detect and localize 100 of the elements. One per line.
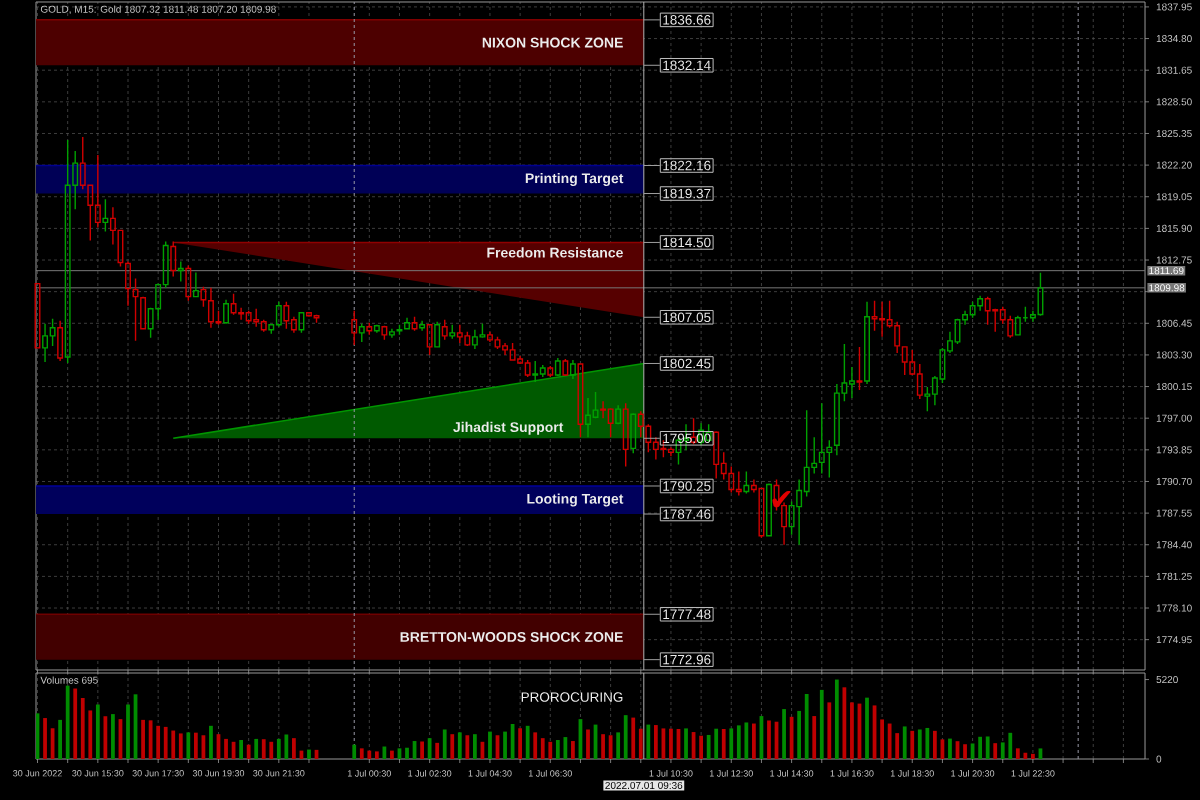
bar — [307, 749, 311, 759]
bar — [488, 731, 492, 759]
series-label: Looting Target — [527, 493, 624, 507]
candlestick — [524, 359, 531, 378]
bar — [148, 720, 153, 759]
candlestick — [848, 366, 855, 399]
candlestick — [177, 260, 184, 283]
bar — [374, 751, 379, 759]
y-tick-label: 1790.70 — [1156, 477, 1192, 486]
series-label: NIXON SHOCK ZONE — [482, 37, 623, 48]
y-tick-label: 1797.00 — [1156, 414, 1192, 422]
bar — [525, 725, 530, 759]
bar — [571, 741, 575, 759]
candlestick — [502, 342, 509, 356]
bar — [473, 734, 477, 759]
annotation: 1807.05 — [663, 312, 711, 323]
y-tick-label: 1787.55 — [1156, 509, 1192, 517]
bar — [292, 738, 296, 759]
candlestick — [381, 325, 388, 341]
bar — [684, 728, 688, 759]
candlestick — [162, 240, 169, 289]
bar — [978, 736, 983, 759]
bar — [963, 744, 967, 759]
x-tick-label: 1 Jul 20:30 — [951, 770, 995, 777]
bar — [669, 728, 673, 759]
bar — [948, 738, 952, 759]
x-tick-label: 1 Jul 00:30 — [347, 770, 391, 777]
candlestick — [743, 470, 750, 495]
candlestick — [419, 320, 426, 332]
bar — [276, 738, 281, 759]
y-tick-label: 1781.25 — [1156, 572, 1192, 580]
x-tick-label: 1 Jul 04:30 — [468, 770, 512, 777]
candlestick — [57, 320, 64, 362]
candlestick — [607, 407, 614, 438]
bar — [209, 725, 213, 759]
bar — [880, 719, 884, 759]
bar — [95, 704, 100, 759]
candlestick — [140, 295, 147, 330]
bar — [729, 728, 734, 759]
bar — [721, 729, 726, 759]
bar — [141, 719, 145, 759]
bar — [601, 734, 605, 759]
bar — [540, 738, 545, 759]
candlestick — [200, 285, 207, 308]
candlestick — [577, 363, 584, 438]
bar — [586, 729, 590, 759]
y-tick-label: 1784.40 — [1156, 541, 1192, 549]
candlestick — [358, 323, 365, 343]
bar — [895, 733, 900, 759]
candlestick — [600, 400, 607, 419]
bar — [457, 732, 462, 759]
candlestick — [449, 324, 456, 340]
bar — [43, 718, 47, 759]
bar — [985, 736, 990, 759]
candlestick — [864, 301, 870, 385]
bar — [269, 741, 274, 759]
bar — [254, 738, 259, 759]
annotation: 1772.96 — [663, 654, 711, 665]
candlestick — [268, 323, 275, 335]
y-tick-label: 0 — [1156, 755, 1162, 763]
bar — [623, 715, 628, 759]
y-tick-label: 1806.45 — [1156, 319, 1192, 327]
bar — [744, 722, 749, 759]
candlestick — [94, 154, 101, 229]
bar — [616, 732, 621, 759]
bar — [782, 709, 786, 759]
bar — [178, 733, 183, 759]
series-label: Jihadist Support — [453, 421, 564, 435]
x-tick-label: 1 Jul 12:30 — [709, 770, 753, 777]
bar — [261, 739, 266, 759]
candlestick — [487, 331, 493, 343]
bar — [887, 723, 892, 759]
candlestick — [667, 446, 674, 458]
annotation: PROROCURING — [521, 692, 623, 702]
candlestick — [585, 397, 591, 438]
bar — [714, 728, 719, 759]
bar — [932, 730, 937, 759]
candlestick — [916, 363, 923, 400]
candlestick — [223, 298, 229, 325]
candlestick — [298, 312, 305, 334]
bar — [910, 730, 915, 759]
candlestick — [615, 404, 622, 425]
ref-line-label: 2022.07.01 09:36 — [605, 781, 683, 789]
candlestick — [132, 277, 139, 342]
candlestick — [592, 391, 599, 419]
bar — [827, 702, 832, 759]
bar — [111, 714, 115, 759]
annotation: 1802.45 — [663, 358, 711, 369]
candlestick — [426, 324, 433, 356]
bar — [352, 744, 357, 759]
x-tick-label: 30 Jun 17:30 — [132, 770, 184, 777]
y-tick-label: 1803.30 — [1156, 351, 1192, 359]
bar — [103, 716, 108, 759]
series-label: Printing Target — [525, 172, 624, 187]
candlestick — [275, 301, 282, 328]
bar — [80, 697, 85, 759]
candlestick — [351, 310, 358, 346]
x-tick-label: 1 Jul 10:30 — [649, 770, 693, 777]
y-tick-label: 1815.90 — [1156, 224, 1192, 232]
candlestick — [102, 198, 109, 233]
